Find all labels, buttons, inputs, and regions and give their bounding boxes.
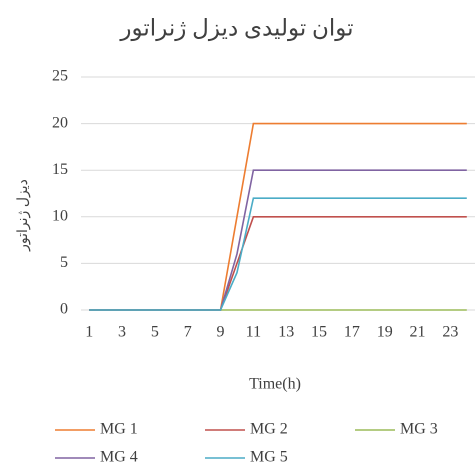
legend-label: MG 3	[400, 421, 438, 438]
x-tick-label: 17	[344, 324, 360, 341]
x-tick-label: 19	[377, 324, 393, 341]
data-line	[89, 197, 467, 311]
y-tick-label: 15	[52, 161, 68, 178]
x-tick-label: 13	[278, 324, 294, 341]
x-axis-label: Time(h)	[249, 376, 301, 393]
y-tick-label: 25	[52, 68, 68, 85]
x-tick-label: 7	[184, 324, 192, 341]
x-tick-label: 23	[442, 324, 458, 341]
legend-label: MG 2	[250, 421, 288, 438]
x-tick-label: 9	[217, 324, 225, 341]
x-tick-label: 1	[85, 324, 93, 341]
x-tick-label: 21	[410, 324, 426, 341]
y-tick-label: 5	[60, 254, 68, 271]
legend-label: MG 5	[250, 449, 288, 465]
y-tick-label: 20	[52, 114, 68, 131]
legend-label: MG 4	[100, 449, 138, 465]
y-tick-label: 0	[60, 301, 68, 318]
x-tick-label: 15	[311, 324, 327, 341]
x-tick-label: 3	[118, 324, 126, 341]
legend-label: MG 1	[100, 421, 138, 438]
y-axis-label: دیزل ژنراتور	[16, 179, 31, 252]
y-tick-label: 10	[52, 207, 68, 224]
chart-title: توان تولیدی دیزل ژنراتور	[119, 15, 353, 41]
x-tick-label: 11	[246, 324, 261, 341]
data-line	[89, 169, 467, 311]
x-tick-label: 5	[151, 324, 159, 341]
